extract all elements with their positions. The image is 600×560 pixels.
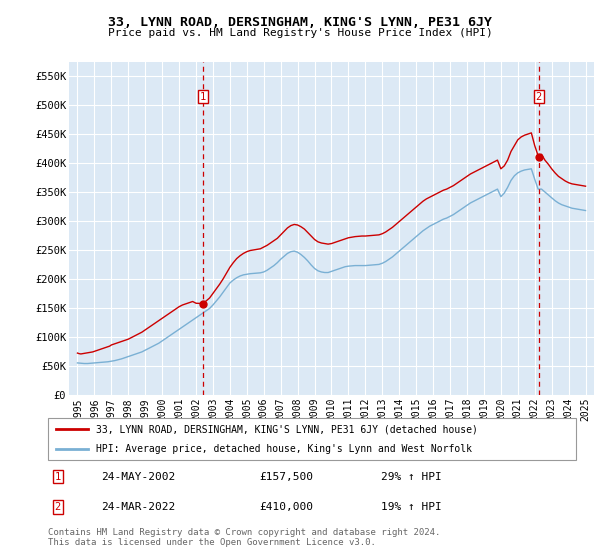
Text: 2: 2 xyxy=(55,502,61,512)
Text: 24-MAY-2002: 24-MAY-2002 xyxy=(101,472,175,482)
Text: Price paid vs. HM Land Registry's House Price Index (HPI): Price paid vs. HM Land Registry's House … xyxy=(107,28,493,38)
Text: 33, LYNN ROAD, DERSINGHAM, KING'S LYNN, PE31 6JY (detached house): 33, LYNN ROAD, DERSINGHAM, KING'S LYNN, … xyxy=(95,424,478,434)
Text: £157,500: £157,500 xyxy=(259,472,313,482)
Text: Contains HM Land Registry data © Crown copyright and database right 2024.
This d: Contains HM Land Registry data © Crown c… xyxy=(48,528,440,547)
Text: 29% ↑ HPI: 29% ↑ HPI xyxy=(380,472,442,482)
Text: HPI: Average price, detached house, King's Lynn and West Norfolk: HPI: Average price, detached house, King… xyxy=(95,444,472,454)
Text: 1: 1 xyxy=(55,472,61,482)
Text: 1: 1 xyxy=(199,92,206,101)
Text: 33, LYNN ROAD, DERSINGHAM, KING'S LYNN, PE31 6JY: 33, LYNN ROAD, DERSINGHAM, KING'S LYNN, … xyxy=(108,16,492,29)
Text: 2: 2 xyxy=(535,92,542,101)
Text: 19% ↑ HPI: 19% ↑ HPI xyxy=(380,502,442,512)
FancyBboxPatch shape xyxy=(48,418,576,460)
Text: £410,000: £410,000 xyxy=(259,502,313,512)
Text: 24-MAR-2022: 24-MAR-2022 xyxy=(101,502,175,512)
